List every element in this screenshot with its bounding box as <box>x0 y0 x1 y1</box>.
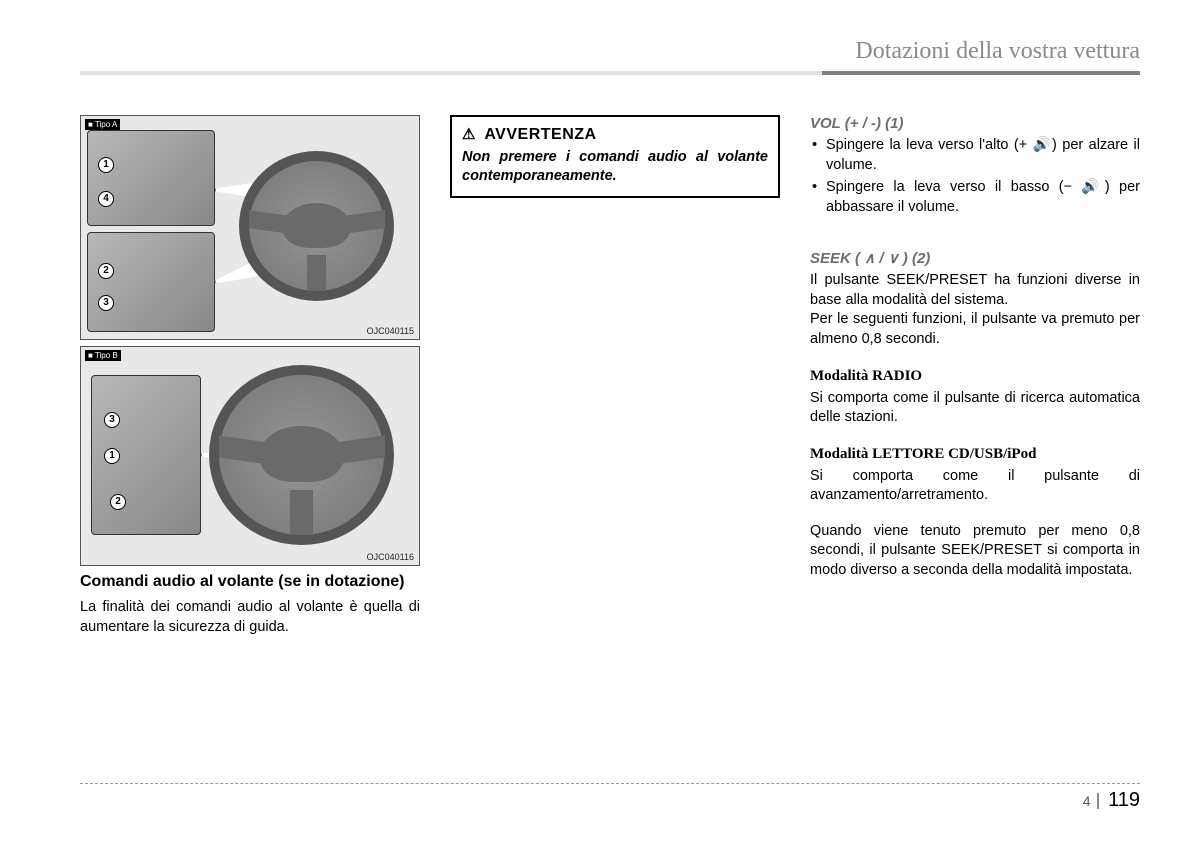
warning-title-text: AVVERTENZA <box>484 126 596 143</box>
warning-box: ⚠ AVVERTENZA Non premere i comandi audio… <box>450 115 780 198</box>
callout-badge: 3 <box>104 412 120 428</box>
body-paragraph: La finalità dei comandi audio al volante… <box>80 598 420 637</box>
wheel-spoke <box>290 490 313 535</box>
inset-detail: 3 1 2 <box>91 375 201 535</box>
radio-mode-heading: Modalità RADIO <box>810 368 1140 385</box>
callout-badge: 2 <box>110 494 126 510</box>
inset-detail: 1 4 <box>87 130 215 226</box>
figure-steering-type-a: ■ Tipo A 1 4 2 3 OJC040115 <box>80 115 420 340</box>
section-heading: Comandi audio al volante (se in dotazion… <box>80 572 420 592</box>
body-paragraph: Si comporta come il pulsante di ricerca … <box>810 389 1140 428</box>
steering-wheel-graphic <box>239 151 394 301</box>
figure-type-label: ■ Tipo B <box>85 350 121 361</box>
callout-badge: 1 <box>104 448 120 464</box>
header-rule <box>80 71 1140 75</box>
callout-badge: 4 <box>98 191 114 207</box>
page-number: 4 119 <box>80 789 1140 812</box>
manual-page: Dotazioni della vostra vettura ■ Tipo A … <box>0 0 1200 844</box>
callout-badge: 3 <box>98 295 114 311</box>
seek-heading: SEEK ( ∧ / ∨ ) (2) <box>810 249 1140 267</box>
chapter-number: 4 <box>1083 793 1099 809</box>
warning-title: ⚠ AVVERTENZA <box>462 125 768 144</box>
column-left: ■ Tipo A 1 4 2 3 OJC040115 <box>80 115 420 637</box>
wheel-spoke <box>307 255 326 291</box>
chapter-title: Dotazioni della vostra vettura <box>80 38 1140 65</box>
column-right: VOL (+ / -) (1) Spingere la leva verso l… <box>810 115 1140 637</box>
callout-badge: 2 <box>98 263 114 279</box>
footer-rule <box>80 783 1140 784</box>
column-middle: ⚠ AVVERTENZA Non premere i comandi audio… <box>450 115 780 637</box>
body-paragraph: Si comporta come il pulsante di avanzame… <box>810 467 1140 506</box>
body-paragraph: Il pulsante SEEK/PRESET ha funzioni dive… <box>810 271 1140 310</box>
page-header: Dotazioni della vostra vettura <box>80 38 1140 65</box>
vol-heading: VOL (+ / -) (1) <box>810 115 1140 132</box>
list-item: Spingere la leva verso il basso (− 🔊) pe… <box>810 178 1140 217</box>
vol-list: Spingere la leva verso l'alto (+ 🔊) per … <box>810 136 1140 217</box>
body-paragraph: Per le seguenti funzioni, il pulsante va… <box>810 310 1140 349</box>
figure-code: OJC040116 <box>367 552 414 562</box>
figure-type-label: ■ Tipo A <box>85 119 120 130</box>
wheel-hub <box>283 203 351 249</box>
inset-detail: 2 3 <box>87 232 215 332</box>
content-columns: ■ Tipo A 1 4 2 3 OJC040115 <box>80 115 1140 637</box>
page-footer: 4 119 <box>80 783 1140 812</box>
figure-code: OJC040115 <box>367 326 414 336</box>
page-number-value: 119 <box>1108 789 1140 811</box>
body-paragraph: Quando viene tenuto premuto per meno 0,8… <box>810 522 1140 581</box>
warning-text: Non premere i comandi audio al volante c… <box>462 148 768 186</box>
warning-triangle-icon: ⚠ <box>462 125 476 143</box>
figure-steering-type-b: ■ Tipo B 3 1 2 OJC040116 <box>80 346 420 566</box>
list-item: Spingere la leva verso l'alto (+ 🔊) per … <box>810 136 1140 175</box>
steering-wheel-graphic <box>209 365 394 545</box>
wheel-hub <box>260 426 343 482</box>
cd-mode-heading: Modalità LETTORE CD/USB/iPod <box>810 446 1140 463</box>
callout-badge: 1 <box>98 157 114 173</box>
